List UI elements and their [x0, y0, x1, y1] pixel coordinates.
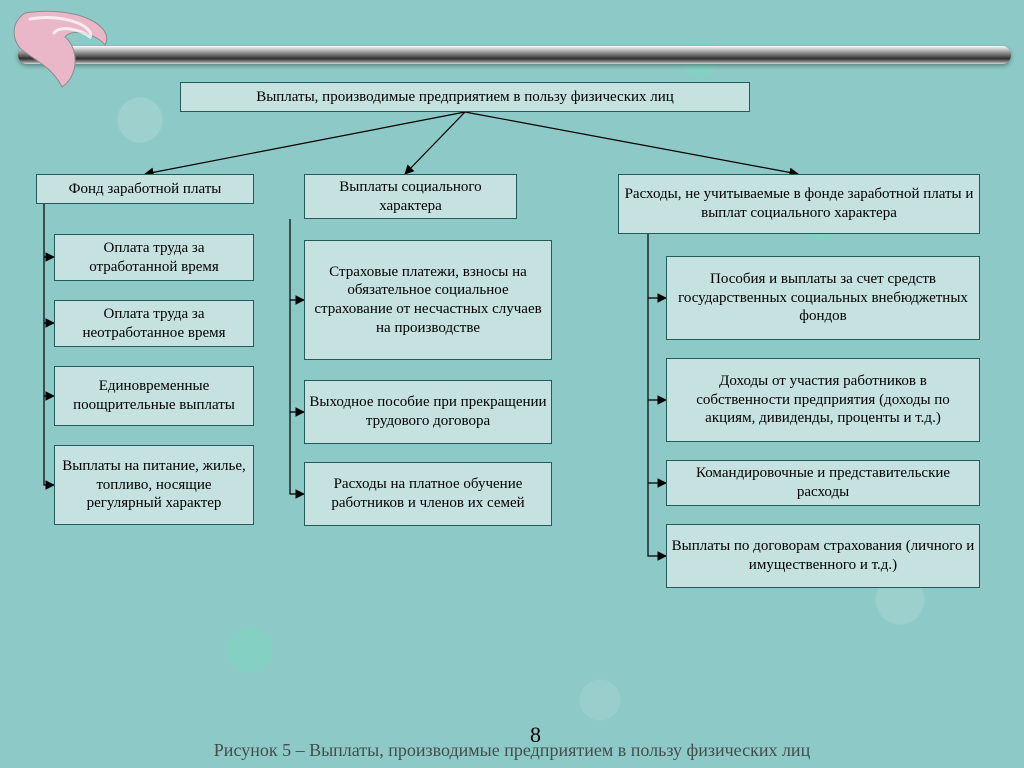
diagram-box-root: Выплаты, производимые предприятием в пол… — [180, 82, 750, 112]
diagram-box-c3: Командировочные и представительские расх… — [666, 460, 980, 506]
diagram-box-hA: Фонд заработной платы — [36, 174, 254, 204]
diagram-box-b1: Страховые платежи, взносы на обязательно… — [304, 240, 552, 360]
slide-stage: Выплаты, производимые предприятием в пол… — [0, 0, 1024, 768]
diagram-box-c4: Выплаты по договорам страхования (личног… — [666, 524, 980, 588]
diagram-box-a2: Оплата труда за неотработанное время — [54, 300, 254, 347]
boomerang-icon — [10, 5, 130, 105]
diagram-box-b3: Расходы на платное обучение работников и… — [304, 462, 552, 526]
diagram-box-c1: Пособия и выплаты за счет средств госуда… — [666, 256, 980, 340]
diagram-box-a4: Выплаты на питание, жилье, топливо, нося… — [54, 445, 254, 525]
diagram-box-b2: Выходное пособие при прекращении трудово… — [304, 380, 552, 444]
diagram-box-c2: Доходы от участия работников в собственн… — [666, 358, 980, 442]
decorative-bar — [18, 46, 1011, 64]
diagram-box-hC: Расходы, не учитываемые в фонде заработн… — [618, 174, 980, 234]
diagram-box-a1: Оплата труда за отработанной время — [54, 234, 254, 281]
diagram-box-a3: Единовременные поощрительные выплаты — [54, 366, 254, 426]
diagram-box-hB: Выплаты социального характера — [304, 174, 517, 219]
figure-caption: Рисунок 5 – Выплаты, производимые предпр… — [100, 740, 924, 761]
